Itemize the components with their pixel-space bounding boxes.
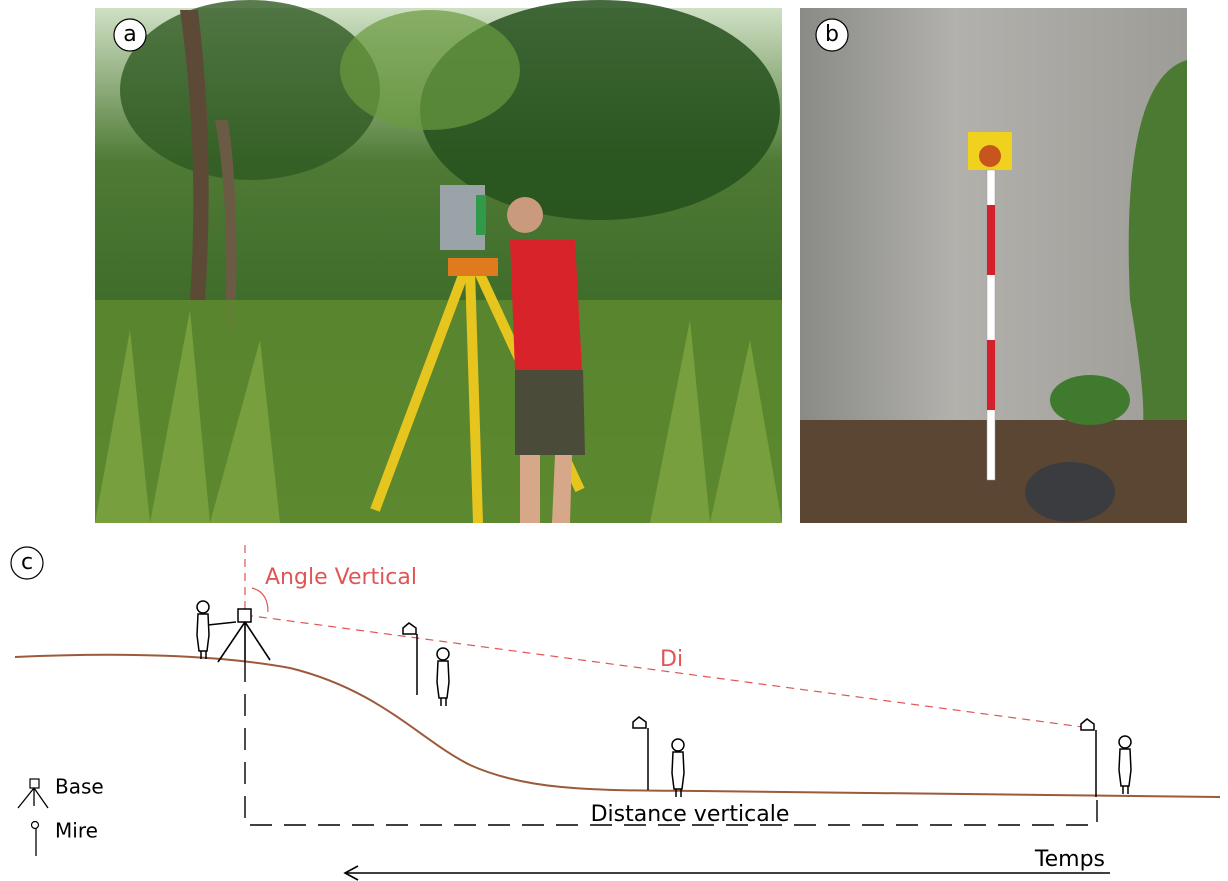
diagram-shape — [672, 739, 684, 797]
diagram-shape — [238, 609, 251, 622]
photo-a-shape — [120, 0, 380, 180]
diagram: Angle Vertical Di Distance verticale Tem… — [15, 545, 1220, 880]
photo-a-shape — [510, 240, 582, 370]
photo-a-shape — [507, 197, 543, 233]
photo-a-shape — [515, 370, 585, 455]
legend-shape — [32, 822, 39, 829]
diagram-shape — [252, 588, 268, 612]
page: a b c Angle Vertical Di Distance vertica… — [0, 0, 1228, 881]
vertical-distance-label: Distance verticale — [591, 802, 790, 827]
panel-label-a: a — [123, 22, 136, 47]
panel-label-c: c — [21, 550, 33, 575]
photo-b — [800, 8, 1187, 523]
panel-label-b: b — [825, 22, 839, 47]
diagram-shape — [15, 655, 1220, 797]
angle-label: Angle Vertical — [265, 565, 417, 590]
diagram-shape — [1081, 719, 1094, 730]
photo-b-shape — [1025, 462, 1115, 522]
diagram-shape — [403, 623, 416, 634]
photo-a-shape — [476, 195, 486, 235]
legend-shape — [18, 788, 48, 808]
photo-b-shape — [1050, 375, 1130, 425]
diagram-shape — [218, 622, 270, 662]
time-label: Temps — [1034, 847, 1105, 872]
photo-b-shape — [987, 340, 995, 410]
legend-label: Base — [55, 775, 104, 799]
diagram-shape — [437, 648, 449, 706]
diagram-shape — [208, 622, 236, 625]
diagram-shape — [633, 717, 646, 728]
photo-b-shape — [987, 205, 995, 275]
photo-a — [95, 0, 782, 523]
legend-shape — [30, 779, 39, 788]
figure: a b c Angle Vertical Di Distance vertica… — [0, 0, 1228, 881]
photo-b-shape — [979, 145, 1001, 167]
diagram-shape — [1119, 736, 1131, 794]
distance-label: Di — [660, 647, 683, 672]
legend: Base Mire — [18, 775, 104, 857]
legend-label: Mire — [55, 819, 98, 843]
diagram-shape — [245, 660, 1097, 825]
diagram-shape — [197, 601, 209, 659]
photo-a-shape — [448, 258, 498, 276]
photo-a-shape — [340, 10, 520, 130]
